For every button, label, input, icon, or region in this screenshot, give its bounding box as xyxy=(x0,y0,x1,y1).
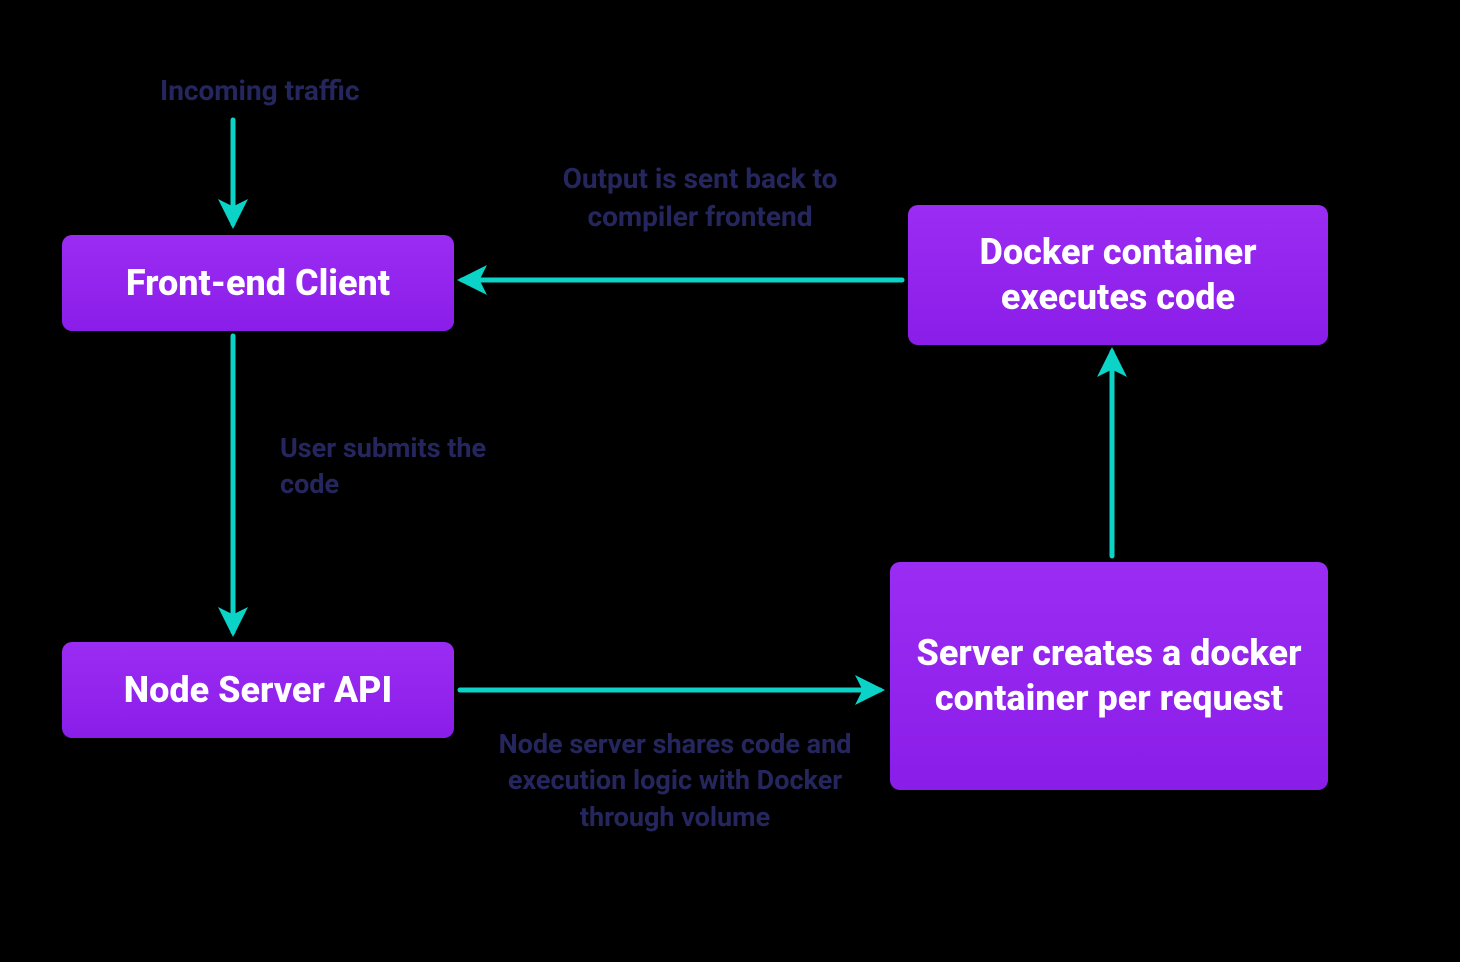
node-server-creates-container: Server creates a docker container per re… xyxy=(890,562,1328,790)
node-node-server-api: Node Server API xyxy=(62,642,454,738)
edge-label-incoming-traffic: Incoming traffic xyxy=(160,72,420,110)
edge-label-output-back: Output is sent back to compiler frontend xyxy=(535,160,865,236)
node-frontend-client: Front-end Client xyxy=(62,235,454,331)
node-docker-executes-code-label: Docker container executes code xyxy=(928,230,1308,320)
node-server-creates-container-label: Server creates a docker container per re… xyxy=(910,631,1308,721)
node-frontend-client-label: Front-end Client xyxy=(126,261,390,306)
node-node-server-api-label: Node Server API xyxy=(124,668,392,713)
edge-label-user-submits: User submits the code xyxy=(280,430,500,503)
edge-label-node-shares: Node server shares code and execution lo… xyxy=(485,726,865,835)
node-docker-executes-code: Docker container executes code xyxy=(908,205,1328,345)
